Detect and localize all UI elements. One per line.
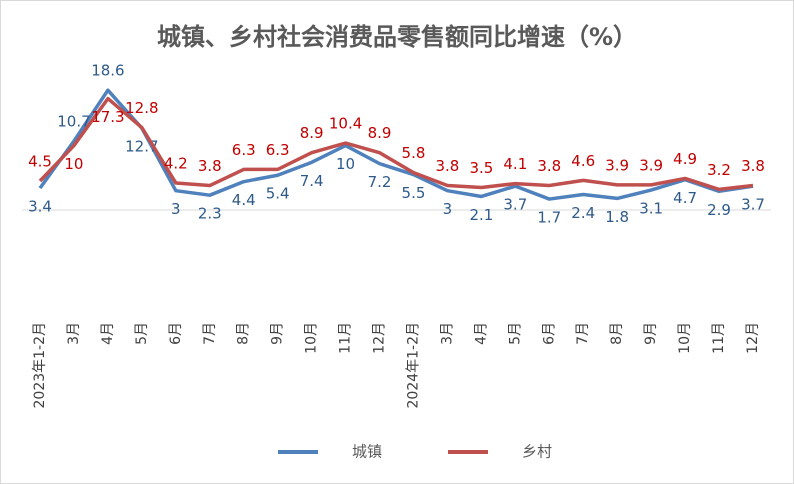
x-tick-label: 10月	[677, 322, 693, 354]
data-label: 4.1	[503, 155, 527, 173]
x-tick-label: 2024年1-2月	[405, 322, 421, 409]
data-label: 3.7	[741, 196, 765, 214]
data-label: 3.5	[469, 159, 493, 177]
data-label: 2.1	[469, 206, 493, 224]
data-label: 3.9	[605, 156, 629, 174]
x-tick-label: 2023年1-2月	[32, 322, 48, 409]
x-tick-label: 8月	[236, 322, 252, 345]
data-label: 4.2	[164, 154, 188, 172]
data-label: 6.3	[232, 141, 256, 159]
data-label: 4.6	[571, 152, 595, 170]
data-line	[38, 88, 754, 201]
data-label: 7.2	[368, 173, 392, 191]
x-tick-label: 9月	[270, 322, 286, 345]
data-label: 8.9	[368, 124, 392, 142]
data-label: 8.9	[300, 124, 324, 142]
legend-label: 乡村	[522, 443, 552, 461]
data-label: 1.8	[605, 208, 629, 226]
x-tick-label: 9月	[643, 322, 659, 345]
x-tick-label: 11月	[711, 322, 727, 354]
x-tick-label: 7月	[575, 322, 591, 345]
x-tick-label: 8月	[609, 322, 625, 345]
data-label: 5.8	[402, 144, 426, 162]
x-tick-label: 12月	[372, 322, 388, 354]
data-label: 3	[443, 200, 453, 218]
data-label: 3	[171, 200, 181, 218]
data-label: 5.5	[402, 184, 426, 202]
data-label: 18.6	[91, 62, 124, 80]
data-label: 4.5	[28, 153, 52, 171]
data-line	[38, 96, 754, 192]
data-label: 3.9	[639, 156, 663, 174]
data-label: 4.4	[232, 191, 256, 209]
data-label: 3.8	[741, 157, 765, 175]
x-tick-label: 6月	[168, 322, 184, 345]
x-tick-label: 5月	[134, 322, 150, 345]
x-tick-label: 4月	[473, 322, 489, 345]
data-label: 4.7	[673, 189, 697, 207]
data-label: 10.4	[329, 115, 362, 133]
data-label: 3.8	[537, 157, 561, 175]
x-tick-label: 6月	[541, 322, 557, 345]
chart-title: 城镇、乡村社会消费品零售额同比增速（%）	[157, 23, 637, 51]
data-label: 3.7	[503, 196, 527, 214]
data-label: 2.4	[571, 204, 595, 222]
x-tick-label: 10月	[304, 322, 320, 354]
data-label: 3.8	[198, 157, 222, 175]
data-label: 6.3	[266, 141, 290, 159]
data-label: 3.1	[639, 200, 663, 218]
data-label: 10.7	[57, 113, 90, 131]
x-tick-label: 3月	[439, 322, 455, 345]
x-tick-label: 11月	[338, 322, 354, 354]
x-tick-label: 5月	[507, 322, 523, 345]
data-label: 3.4	[28, 198, 52, 216]
legend-label: 城镇	[352, 443, 382, 461]
x-tick-label: 7月	[202, 322, 218, 345]
x-tick-label: 4月	[100, 322, 116, 345]
x-tick-label: 3月	[66, 322, 82, 345]
x-tick-label: 12月	[745, 322, 761, 354]
data-label: 2.9	[707, 201, 731, 219]
data-label: 3.2	[707, 161, 731, 179]
data-label: 12.8	[125, 99, 158, 117]
data-label: 3.8	[435, 157, 459, 175]
data-label: 10	[64, 155, 83, 173]
data-label: 17.3	[91, 108, 124, 126]
data-label: 1.7	[537, 209, 561, 227]
data-label: 7.4	[300, 172, 324, 190]
data-label: 5.4	[266, 185, 290, 203]
data-label: 4.9	[673, 150, 697, 168]
data-label: 10	[336, 155, 355, 173]
data-label: 2.3	[198, 205, 222, 223]
